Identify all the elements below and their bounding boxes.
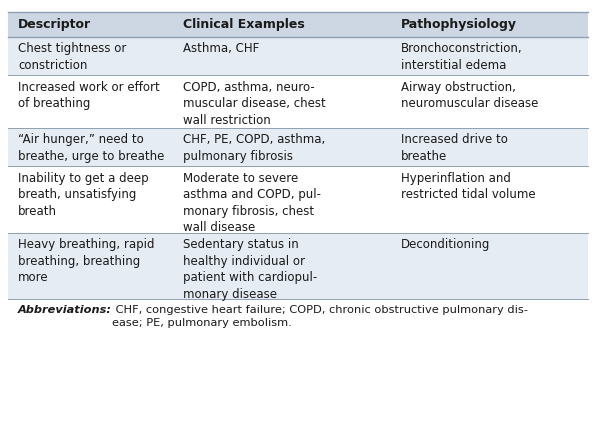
Text: Bronchoconstriction,
interstitial edema: Bronchoconstriction, interstitial edema bbox=[401, 42, 523, 72]
Bar bbox=[8, 75, 588, 128]
Bar bbox=[8, 128, 588, 167]
Text: Abbreviations:: Abbreviations: bbox=[18, 305, 112, 315]
Bar bbox=[8, 167, 588, 233]
Text: CHF, congestive heart failure; COPD, chronic obstructive pulmonary dis-
ease; PE: CHF, congestive heart failure; COPD, chr… bbox=[112, 305, 527, 328]
Bar bbox=[8, 37, 588, 75]
Text: Increased work or effort
of breathing: Increased work or effort of breathing bbox=[18, 81, 160, 110]
Text: Clinical Examples: Clinical Examples bbox=[184, 18, 305, 31]
Bar bbox=[8, 233, 588, 299]
Text: Asthma, CHF: Asthma, CHF bbox=[184, 42, 259, 55]
Text: COPD, asthma, neuro-
muscular disease, chest
wall restriction: COPD, asthma, neuro- muscular disease, c… bbox=[184, 81, 326, 127]
Bar bbox=[8, 12, 588, 37]
Text: Heavy breathing, rapid
breathing, breathing
more: Heavy breathing, rapid breathing, breath… bbox=[18, 238, 154, 284]
Text: CHF, PE, COPD, asthma,
pulmonary fibrosis: CHF, PE, COPD, asthma, pulmonary fibrosi… bbox=[184, 133, 325, 163]
Text: “Air hunger,” need to
breathe, urge to breathe: “Air hunger,” need to breathe, urge to b… bbox=[18, 133, 164, 163]
Text: Inability to get a deep
breath, unsatisfying
breath: Inability to get a deep breath, unsatisf… bbox=[18, 172, 148, 218]
Text: Descriptor: Descriptor bbox=[18, 18, 91, 31]
Text: Deconditioning: Deconditioning bbox=[401, 238, 490, 251]
Text: Hyperinflation and
restricted tidal volume: Hyperinflation and restricted tidal volu… bbox=[401, 172, 535, 201]
Text: Pathophysiology: Pathophysiology bbox=[401, 18, 517, 31]
Text: Moderate to severe
asthma and COPD, pul-
monary fibrosis, chest
wall disease: Moderate to severe asthma and COPD, pul-… bbox=[184, 172, 321, 234]
Text: Increased drive to
breathe: Increased drive to breathe bbox=[401, 133, 508, 163]
Text: Chest tightness or
constriction: Chest tightness or constriction bbox=[18, 42, 126, 72]
Text: Airway obstruction,
neuromuscular disease: Airway obstruction, neuromuscular diseas… bbox=[401, 81, 538, 110]
Text: Sedentary status in
healthy individual or
patient with cardiopul-
monary disease: Sedentary status in healthy individual o… bbox=[184, 238, 318, 301]
